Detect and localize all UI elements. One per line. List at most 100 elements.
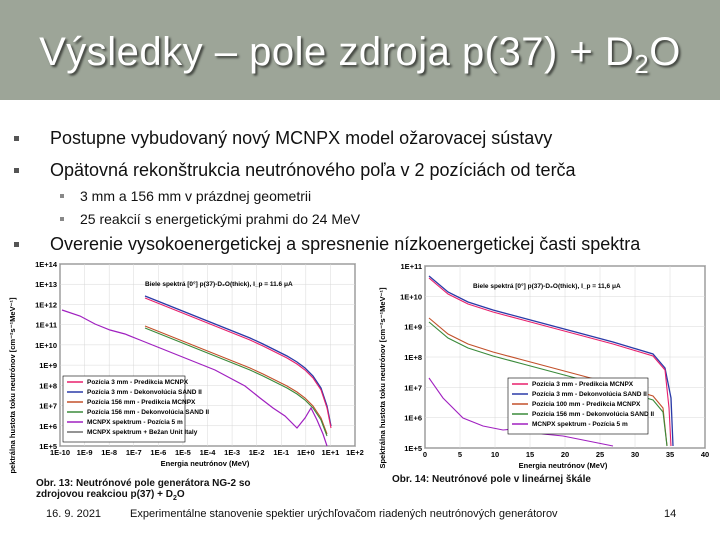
left-y-tick-label: 1E+8 [39,381,57,390]
left-caption-subscript: 2 [172,495,177,502]
right-y-tick-label: 1E+9 [404,323,422,332]
sub-bullet-text: 3 mm a 156 mm v prázdnej geometrii [80,188,312,204]
right-x-tick-label: 30 [631,450,639,459]
title-bar: Výsledky – pole zdroja p(37) + D2O [0,0,720,103]
left-legend-label: Pozícia 3 mm - Predikcia MCNPX [87,379,189,386]
left-x-tick-label: 1E-9 [77,448,93,457]
left-legend-label: MCNPX spektrum - Pozícia 5 m [87,419,183,426]
left-x-tick-label: 1E+1 [322,448,340,457]
left-y-tick-label: 1E+13 [35,280,57,289]
right-legend-label: Pozícia 3 mm - Predikcia MCNPX [532,381,634,388]
left-legend-label: MCNPX spektrum + Bežan Unit Italy [87,429,198,436]
left-y-tick-label: 1E+5 [39,442,57,451]
left-x-tick-label: 1E-4 [200,448,217,457]
left-x-tick-label: 1E-3 [224,448,240,457]
right-x-tick-label: 20 [561,450,569,459]
footer-title: Experimentálne stanovenie spektier urých… [130,508,558,520]
left-curve-3mm-mcnpx [144,297,332,429]
right-x-tick-label: 0 [423,450,427,459]
right-y-tick-label: 1E+5 [404,444,422,453]
bullet-text: Overenie vysokoenergetickej a spresnenie… [50,234,641,254]
bullet-marker [14,136,19,141]
title-subscript: 2 [634,49,650,79]
right-y-axis-label: Spektrálna hustota toku neutrónov [cm⁻²s… [378,287,387,469]
left-curve-5m [61,309,328,447]
sub-bullet-marker [60,194,64,198]
left-y-axis-label: Spektrálna hustota toku neutrónov [cm⁻²s… [8,297,17,473]
left-x-ticks: 1E-10 1E-9 1E-8 1E-7 1E-6 1E-5 1E-4 1E-3 1E-2 1E-… [50,448,364,457]
right-legend: Pozícia 3 mm - Predikcia MCNPX Pozícia 3 … [512,381,654,428]
title-divider [0,100,720,103]
left-curve-156mm-mcnpx [144,325,328,435]
bullet-marker [14,168,19,173]
left-y-tick-label: 1E+14 [35,260,58,269]
left-x-tick-label: 1E-8 [101,448,117,457]
left-x-tick-label: 1E-10 [50,448,70,457]
right-legend-label: Pozícia 100 mm - Predikcia MCNPX [532,401,641,408]
right-curve-100mm-mcnpx [428,317,668,447]
left-legend-label: Pozícia 156 mm - Predikcia MCNPX [87,399,196,406]
left-x-tick-label: 1E-1 [273,448,289,457]
bullet-marker [14,242,19,247]
right-x-tick-label: 35 [666,450,674,459]
left-caption-text: zdrojovou reakciou p(37) + D [36,489,173,500]
left-y-ticks: 1E+14 1E+13 1E+12 1E+11 1E+10 1E+9 1E+8 1E+7 1E+… [35,260,58,451]
left-x-tick-label: 1E-6 [150,448,166,457]
left-legend-box [62,375,186,443]
left-y-tick-label: 1E+10 [35,341,57,350]
sub-bullet-marker [60,217,64,221]
right-y-tick-label: 1E+10 [400,292,422,301]
left-caption-line2: zdrojovou reakciou p(37) + D2O [36,489,251,502]
left-x-tick-label: 1E-2 [249,448,265,457]
right-chart-svg: Spektrálna hustota toku neutrónov [cm⁻²s… [378,262,709,470]
right-legend-label: MCNPX spektrum - Pozícia 5 m [532,421,628,428]
right-figure-caption: Obr. 14: Neutrónové pole v lineárnej šká… [392,474,591,485]
left-x-tick-label: 1E+0 [297,448,315,457]
left-chart-annotation: Biele spektrá [0°] p(37)-D₂O(thick), I_p… [145,280,293,288]
left-x-tick-label: 1E-7 [126,448,142,457]
left-y-tick-label: 1E+7 [39,402,57,411]
right-x-ticks: 0 5 10 15 20 25 30 35 40 [423,450,709,459]
right-y-tick-label: 1E+6 [404,414,422,423]
title-end-text: O [649,30,681,74]
left-y-tick-label: 1E+9 [39,361,57,370]
right-y-tick-label: 1E+8 [404,353,422,362]
left-chart-svg: Spektrálna hustota toku neutrónov [cm⁻²s… [8,260,364,473]
left-caption-line1: Obr. 13: Neutrónové pole generátora NG-2… [36,478,251,489]
left-y-tick-label: 1E+6 [39,422,57,431]
right-legend-box [507,377,649,435]
left-curve-156mm-sand [144,327,328,437]
right-x-tick-label: 25 [596,450,604,459]
right-legend-label: Pozícia 3 mm - Dekonvolúcia SAND II [532,391,647,398]
sub-bullet-text: 25 reakcií s energetickými prahmi do 24 … [80,211,361,227]
right-curve-3mm-sand [428,275,674,447]
right-legend-label: Pozícia 156 mm - Dekonvolúcia SAND II [532,411,654,418]
right-curve-156mm-sand [428,321,668,447]
right-y-tick-label: 1E+7 [404,383,422,392]
slide-title: Výsledky – pole zdroja p(37) + D2O [0,30,720,80]
left-y-tick-label: 1E+12 [35,300,57,309]
right-x-tick-label: 40 [701,450,709,459]
footer-date: 16. 9. 2021 [46,508,102,520]
left-figure-caption: Obr. 13: Neutrónové pole generátora NG-2… [36,478,251,502]
right-x-tick-label: 15 [526,450,534,459]
right-x-tick-label: 5 [458,450,462,459]
right-x-axis-label: Energia neutrónov (MeV) [519,461,608,470]
right-y-ticks: 1E+11 1E+10 1E+9 1E+8 1E+7 1E+6 1E+5 [400,262,422,453]
left-caption-end: O [176,489,185,500]
left-legend-label: Pozícia 156 mm - Dekonvolúcia SAND II [87,409,209,416]
page-number: 14 [664,508,677,520]
left-legend: Pozícia 3 mm - Predikcia MCNPX Pozícia 3 … [67,379,209,436]
left-curve-3mm-sand [144,295,332,427]
left-x-tick-label: 1E-5 [175,448,191,457]
right-spectrum-chart: Spektrálna hustota toku neutrónov [cm⁻²s… [373,258,715,473]
left-legend-label: Pozícia 3 mm - Dekonvolúcia SAND II [87,389,202,396]
bullet-text: Postupne vybudovaný nový MCNPX model oža… [50,128,553,148]
left-y-tick-label: 1E+11 [36,321,57,330]
right-chart-annotation: Biele spektrá [0°] p(37)-D₂O(thick), I_p… [473,282,621,290]
title-main-text: Výsledky – pole zdroja p(37) + D [39,30,635,74]
left-x-axis-label: Energia neutrónov (MeV) [161,459,250,468]
left-x-tick-label: 1E+2 [346,448,364,457]
right-y-tick-label: 1E+11 [401,262,422,271]
left-spectrum-chart: Spektrálna hustota toku neutrónov [cm⁻²s… [5,258,370,473]
